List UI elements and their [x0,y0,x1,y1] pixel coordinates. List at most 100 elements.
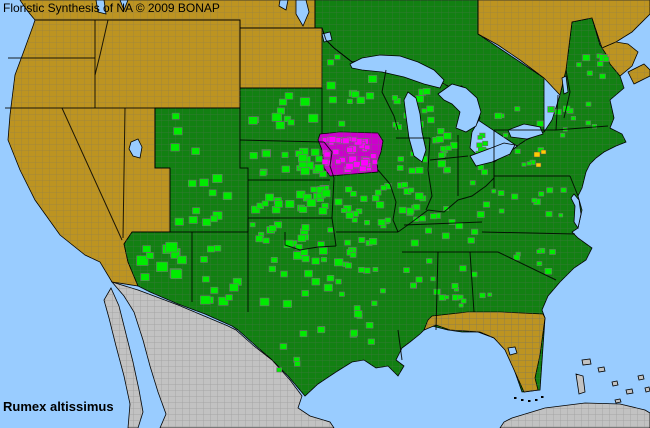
county-marker-wyoming [173,127,183,136]
county-marker-texas_central [317,326,326,334]
water-erie [469,142,516,167]
county-marker-michigan [427,116,435,124]
county-marker-colorado [202,218,212,227]
county-marker-south_dakota [283,115,292,122]
state-border-line [323,141,335,219]
water-chesapeake [570,193,582,230]
county-marker-arizona [140,273,150,281]
water-superior [349,54,445,89]
county-marker-texas_central [301,255,310,263]
county-marker-kentucky_tennessee [471,228,479,235]
county-marker-louisiana [353,305,361,311]
county-marker-kentucky_tennessee [467,237,475,244]
rare-county-marker-maryland [533,151,541,158]
county-marker-pennsylvania_ny [548,106,554,111]
county-marker-indiana [443,166,451,174]
county-marker-texas_central [301,290,309,297]
county-grid-canada_west [20,0,315,28]
county-marker-iowa [346,146,354,153]
county-marker-wisconsin [395,124,402,130]
county-marker-oklahoma [327,227,334,233]
rare-county-marker-maryland [540,149,547,155]
county-marker-ohio [469,180,476,186]
county-marker-iowa [342,137,350,144]
county-marker-south_dakota [287,119,295,126]
county-marker-mississippi_alabama [426,258,433,264]
county-marker-kentucky_tennessee [419,215,426,222]
state-border-line [377,169,399,233]
county-marker-louisiana [350,329,358,337]
state-border-line [239,108,249,232]
county-grid-baja [104,288,143,428]
florida-keys-islet [528,400,531,402]
county-marker-virginia_wv [538,191,545,197]
county-marker-kentucky_tennessee [455,222,464,230]
county-marker-pennsylvania_ny [554,109,562,116]
county-marker-new_mexico [210,286,219,294]
county-marker-new_mexico [207,245,215,253]
county-marker-arkansas [372,266,379,272]
county-marker-iowa [321,159,329,165]
county-marker-illinois [415,166,424,174]
county-marker-georgia [479,292,486,299]
county-marker-iowa [350,136,358,143]
county-marker-maine [582,54,591,62]
state-border-line [397,177,495,233]
county-marker-colorado [212,174,223,183]
water-salt_lake [128,138,143,159]
county-marker-kansas_west [285,200,295,208]
county-marker-nebraska_west [262,149,271,158]
county-marker-louisiana [379,288,386,294]
county-marker-kansas_east [310,186,318,193]
county-marker-nebraska_east [310,148,320,156]
state-border-line [429,155,469,161]
county-marker-nebraska_west [281,151,289,158]
county-marker-indiana [438,152,445,159]
county-marker-new_mexico [200,295,211,305]
county-marker-nebraska_west [249,152,258,160]
county-marker-wyoming [170,143,180,152]
county-marker-georgia [487,292,493,297]
county-marker-south_dakota [278,98,287,106]
county-marker-illinois [398,206,407,214]
county-grid-cuba [500,403,650,428]
county-marker-nebraska_east [300,167,310,176]
county-marker-texas_west [280,270,288,278]
county-marker-illinois [397,156,404,162]
county-marker-iowa [345,163,354,170]
county-marker-colorado [188,216,198,224]
county-grid-north_dakota [240,28,322,88]
county-marker-nebraska_east [314,164,324,173]
county-marker-virginia_wv [560,187,567,193]
county-marker-indiana [440,145,447,152]
county-marker-kansas_west [251,205,261,214]
county-marker-nebraska_east [315,155,323,163]
county-marker-illinois [412,203,421,211]
county-marker-kansas_east [299,206,308,213]
county-marker-wisconsin [391,95,399,101]
county-marker-iowa [360,159,369,167]
county-marker-illinois [408,187,415,193]
county-marker-virginia_wv [511,193,519,200]
county-marker-louisiana [365,321,374,329]
county-marker-texas_west [268,265,276,273]
county-marker-texas_south [299,330,308,338]
county-grid-maritimes_ns [628,64,650,84]
county-marker-pennsylvania_ny [521,162,527,167]
county-marker-mississippi_alabama [403,267,410,274]
county-marker-nebraska_west [259,170,267,177]
county-marker-texas_central [311,277,321,286]
county-marker-virginia_wv [482,201,491,208]
county-marker-minnesota [365,92,375,100]
state-border-line [239,139,325,143]
county-marker-minnesota [338,120,346,127]
county-marker-maine [599,73,606,80]
county-marker-texas_west [282,299,293,308]
county-marker-south_dakota [299,97,311,107]
county-marker-wyoming [171,112,180,120]
state-border-line [469,251,475,313]
county-marker-new_england [570,116,576,121]
county-marker-virginia_wv [491,189,497,194]
state-border-line [35,19,353,63]
county-marker-colorado [208,189,217,197]
